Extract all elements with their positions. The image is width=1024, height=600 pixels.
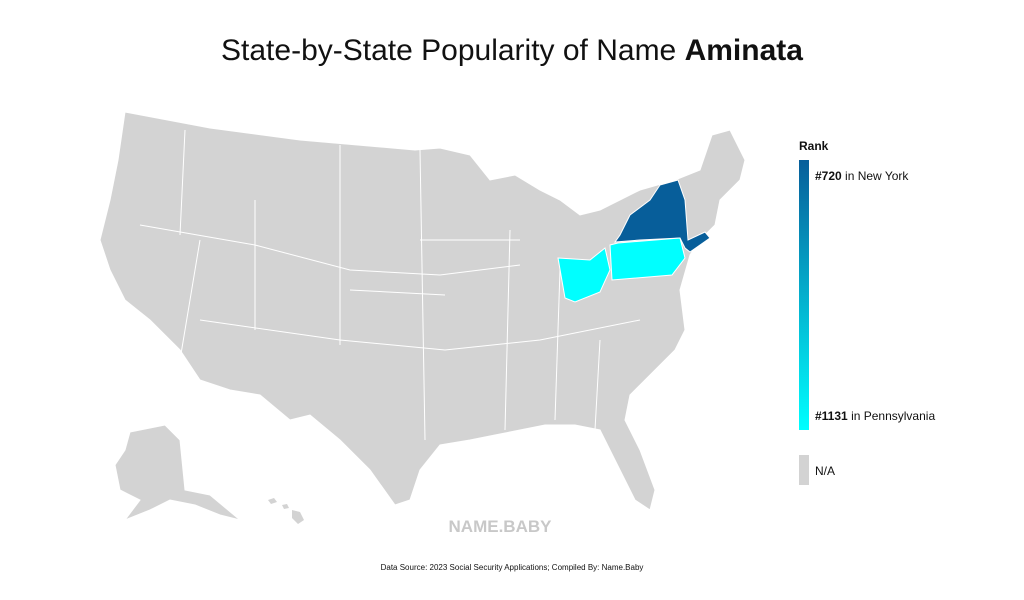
state: in Pennsylvania xyxy=(851,409,935,423)
map xyxy=(99,111,746,524)
title-name: Aminata xyxy=(685,34,804,67)
state: in New York xyxy=(845,169,909,183)
legend: Rank #720 in New York #1131 in Pennsylva… xyxy=(799,139,935,485)
new-york xyxy=(613,179,711,253)
legend-top-label: #720 in New York xyxy=(815,169,909,183)
legend-gradient xyxy=(799,160,809,430)
watermark: NAME.BABY xyxy=(449,517,553,536)
legend-bottom-label: #1131 in Pennsylvania xyxy=(815,409,935,423)
legend-na-label: N/A xyxy=(815,464,835,478)
state-borders xyxy=(139,129,641,441)
legend-na-swatch xyxy=(799,455,809,485)
rank: #720 xyxy=(815,169,842,183)
ohio xyxy=(557,247,611,303)
rank: #1131 xyxy=(815,409,848,423)
pennsylvania xyxy=(609,237,686,281)
legend-title: Rank xyxy=(799,139,829,153)
title-text: State-by-State Popularity of Name xyxy=(221,34,676,67)
source: Data Source: 2023 Social Security Applic… xyxy=(381,563,644,572)
hawaii xyxy=(268,498,304,524)
alaska xyxy=(114,424,241,522)
border xyxy=(139,129,641,441)
title: State-by-State Popularity of Name Aminat… xyxy=(221,34,803,67)
